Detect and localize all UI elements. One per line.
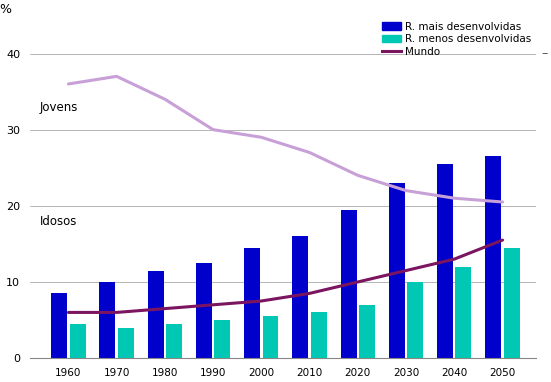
Text: %: % bbox=[0, 3, 12, 16]
Bar bbox=[196, 263, 212, 358]
Bar bbox=[293, 236, 309, 358]
Bar bbox=[311, 312, 327, 358]
Bar bbox=[485, 156, 501, 358]
Bar bbox=[456, 267, 472, 358]
Bar bbox=[341, 210, 356, 358]
Bar bbox=[51, 293, 67, 358]
Bar bbox=[504, 248, 520, 358]
Bar bbox=[407, 282, 423, 358]
Legend: R. mais desenvolvidas, R. menos desenvolvidas, Mundo: R. mais desenvolvidas, R. menos desenvol… bbox=[378, 18, 535, 61]
Bar bbox=[148, 270, 164, 358]
Bar bbox=[69, 324, 85, 358]
Bar bbox=[100, 282, 116, 358]
Bar bbox=[118, 328, 134, 358]
Text: Jovens: Jovens bbox=[40, 100, 78, 113]
Bar bbox=[389, 183, 405, 358]
Bar bbox=[244, 248, 260, 358]
Bar bbox=[359, 305, 375, 358]
Bar bbox=[214, 320, 230, 358]
Bar bbox=[437, 164, 453, 358]
Text: –: – bbox=[542, 47, 548, 60]
Bar bbox=[262, 316, 278, 358]
Bar bbox=[166, 324, 182, 358]
Text: Idosos: Idosos bbox=[40, 215, 77, 228]
